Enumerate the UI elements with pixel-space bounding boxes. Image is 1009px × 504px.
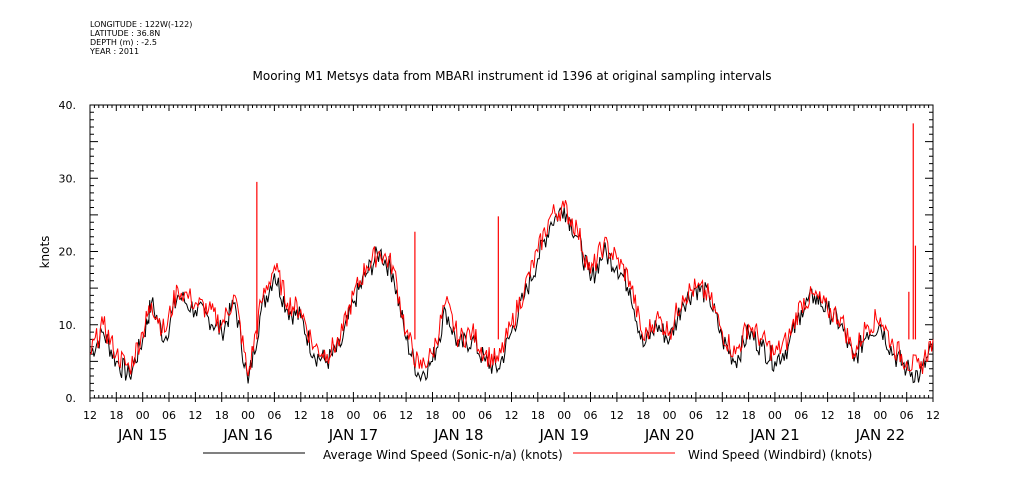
legend: Average Wind Speed (Sonic-n/a) (knots) W… — [203, 448, 872, 462]
legend-label-sonic: Average Wind Speed (Sonic-n/a) (knots) — [323, 448, 563, 462]
chart-title: Mooring M1 Metsys data from MBARI instru… — [253, 69, 772, 83]
x-tick-label: 00 — [663, 409, 677, 422]
x-tick-label: 18 — [531, 409, 545, 422]
y-tick-label: 10. — [59, 319, 77, 332]
day-label: JAN 17 — [328, 426, 379, 444]
y-tick-label: 40. — [59, 99, 77, 112]
x-tick-label: 00 — [241, 409, 255, 422]
x-tick-label: 12 — [821, 409, 835, 422]
x-tick-label: 18 — [320, 409, 334, 422]
y-tick-label: 20. — [59, 246, 77, 259]
day-label: JAN 15 — [117, 426, 168, 444]
day-label: JAN 22 — [855, 426, 906, 444]
y-axis-label: knots — [38, 236, 52, 269]
plot-frame — [89, 104, 934, 399]
x-tick-label: 18 — [109, 409, 123, 422]
x-tick-label: 06 — [478, 409, 492, 422]
x-tick-label: 06 — [794, 409, 808, 422]
y-tick-label: 30. — [59, 172, 77, 185]
series-line-1 — [89, 200, 934, 377]
x-tick-label: 18 — [742, 409, 756, 422]
x-tick-label: 00 — [346, 409, 360, 422]
series-line-0 — [89, 207, 934, 384]
day-label: JAN 16 — [222, 426, 273, 444]
x-tick-label: 18 — [215, 409, 229, 422]
day-label: JAN 20 — [644, 426, 695, 444]
x-tick-label: 12 — [399, 409, 413, 422]
x-tick-label: 12 — [505, 409, 519, 422]
x-tick-label: 00 — [768, 409, 782, 422]
x-tick-label: 00 — [557, 409, 571, 422]
x-tick-label: 06 — [373, 409, 387, 422]
y-tick-label: 0. — [66, 392, 77, 405]
x-tick-label: 12 — [715, 409, 729, 422]
day-label: JAN 18 — [433, 426, 484, 444]
x-tick-label: 18 — [847, 409, 861, 422]
station-metadata: LONGITUDE : 122W(-122) LATITUDE : 36.8N … — [90, 20, 192, 56]
x-tick-label: 12 — [188, 409, 202, 422]
x-tick-label: 06 — [162, 409, 176, 422]
axis-ticks — [89, 104, 934, 402]
x-tick-label: 00 — [136, 409, 150, 422]
latitude-label: LATITUDE : 36.8N — [90, 29, 161, 38]
x-tick-label: 00 — [873, 409, 887, 422]
longitude-label: LONGITUDE : 122W(-122) — [90, 20, 193, 29]
legend-label-windbird: Wind Speed (Windbird) (knots) — [688, 448, 872, 462]
x-tick-label: 06 — [689, 409, 703, 422]
tick-marks — [89, 104, 934, 402]
day-labels: JAN 15 JAN 16 JAN 17 JAN 18 JAN 19 JAN 20 JAN … — [117, 426, 905, 444]
x-tick-label: 06 — [267, 409, 281, 422]
day-label: JAN 19 — [538, 426, 589, 444]
x-tick-label: 06 — [900, 409, 914, 422]
year-label: YEAR : 2011 — [90, 47, 140, 56]
x-tick-label: 18 — [425, 409, 439, 422]
y-tick-labels: 0. 10. 20. 30. 40. — [59, 99, 77, 405]
x-tick-label: 18 — [636, 409, 650, 422]
day-label: JAN 21 — [749, 426, 800, 444]
x-tick-label: 12 — [926, 409, 940, 422]
x-tick-label: 12 — [294, 409, 308, 422]
x-tick-label: 06 — [584, 409, 598, 422]
x-tick-label: 12 — [83, 409, 97, 422]
x-tick-label: 00 — [452, 409, 466, 422]
series-lines — [89, 123, 934, 384]
x-tick-labels: 12 18 00 06 12 18 00 06 12 18 00 06 12 18 00 06 12 18 00 06… — [83, 409, 940, 422]
x-tick-label: 12 — [610, 409, 624, 422]
depth-label: DEPTH (m) : -2.5 — [90, 38, 157, 47]
